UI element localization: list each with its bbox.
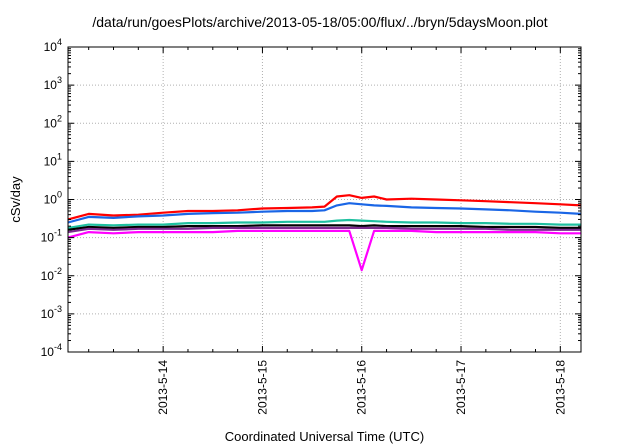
series-line-3 [67, 218, 581, 229]
series-line-6 [67, 229, 581, 272]
x-tick-label: 2013-5-17 [454, 360, 468, 415]
series-line-4 [67, 224, 581, 231]
ticks-layer: 10-4 10-3 10-2 10-1 100 101 102 103 104 2013-5-14… [41, 37, 581, 415]
y-tick-label: 10-4 [41, 342, 62, 359]
series-line-2 [67, 202, 582, 224]
y-tick-label: 10-3 [41, 304, 62, 321]
y-tick-label: 100 [44, 190, 62, 207]
y-tick-label: 102 [44, 113, 62, 130]
x-tick-label: 2013-5-14 [156, 360, 170, 415]
grid-layer [68, 47, 581, 352]
y-axis-label: cSv/day [8, 176, 23, 223]
series-layer [67, 194, 582, 272]
y-tick-label: 101 [44, 151, 62, 168]
series-line-1 [67, 194, 582, 221]
y-tick-label: 10-2 [41, 266, 62, 283]
series-line-5 [67, 226, 581, 234]
x-tick-label: 2013-5-18 [553, 360, 567, 415]
plot-frame [67, 46, 582, 353]
chart-title: /data/run/goesPlots/archive/2013-05-18/0… [92, 14, 548, 30]
y-tick-label: 104 [44, 37, 62, 54]
x-tick-label: 2013-5-16 [355, 360, 369, 415]
x-axis-label: Coordinated Universal Time (UTC) [225, 429, 424, 444]
y-tick-label: 103 [44, 75, 62, 92]
y-tick-label: 10-1 [41, 228, 62, 245]
x-tick-label: 2013-5-15 [255, 360, 269, 415]
